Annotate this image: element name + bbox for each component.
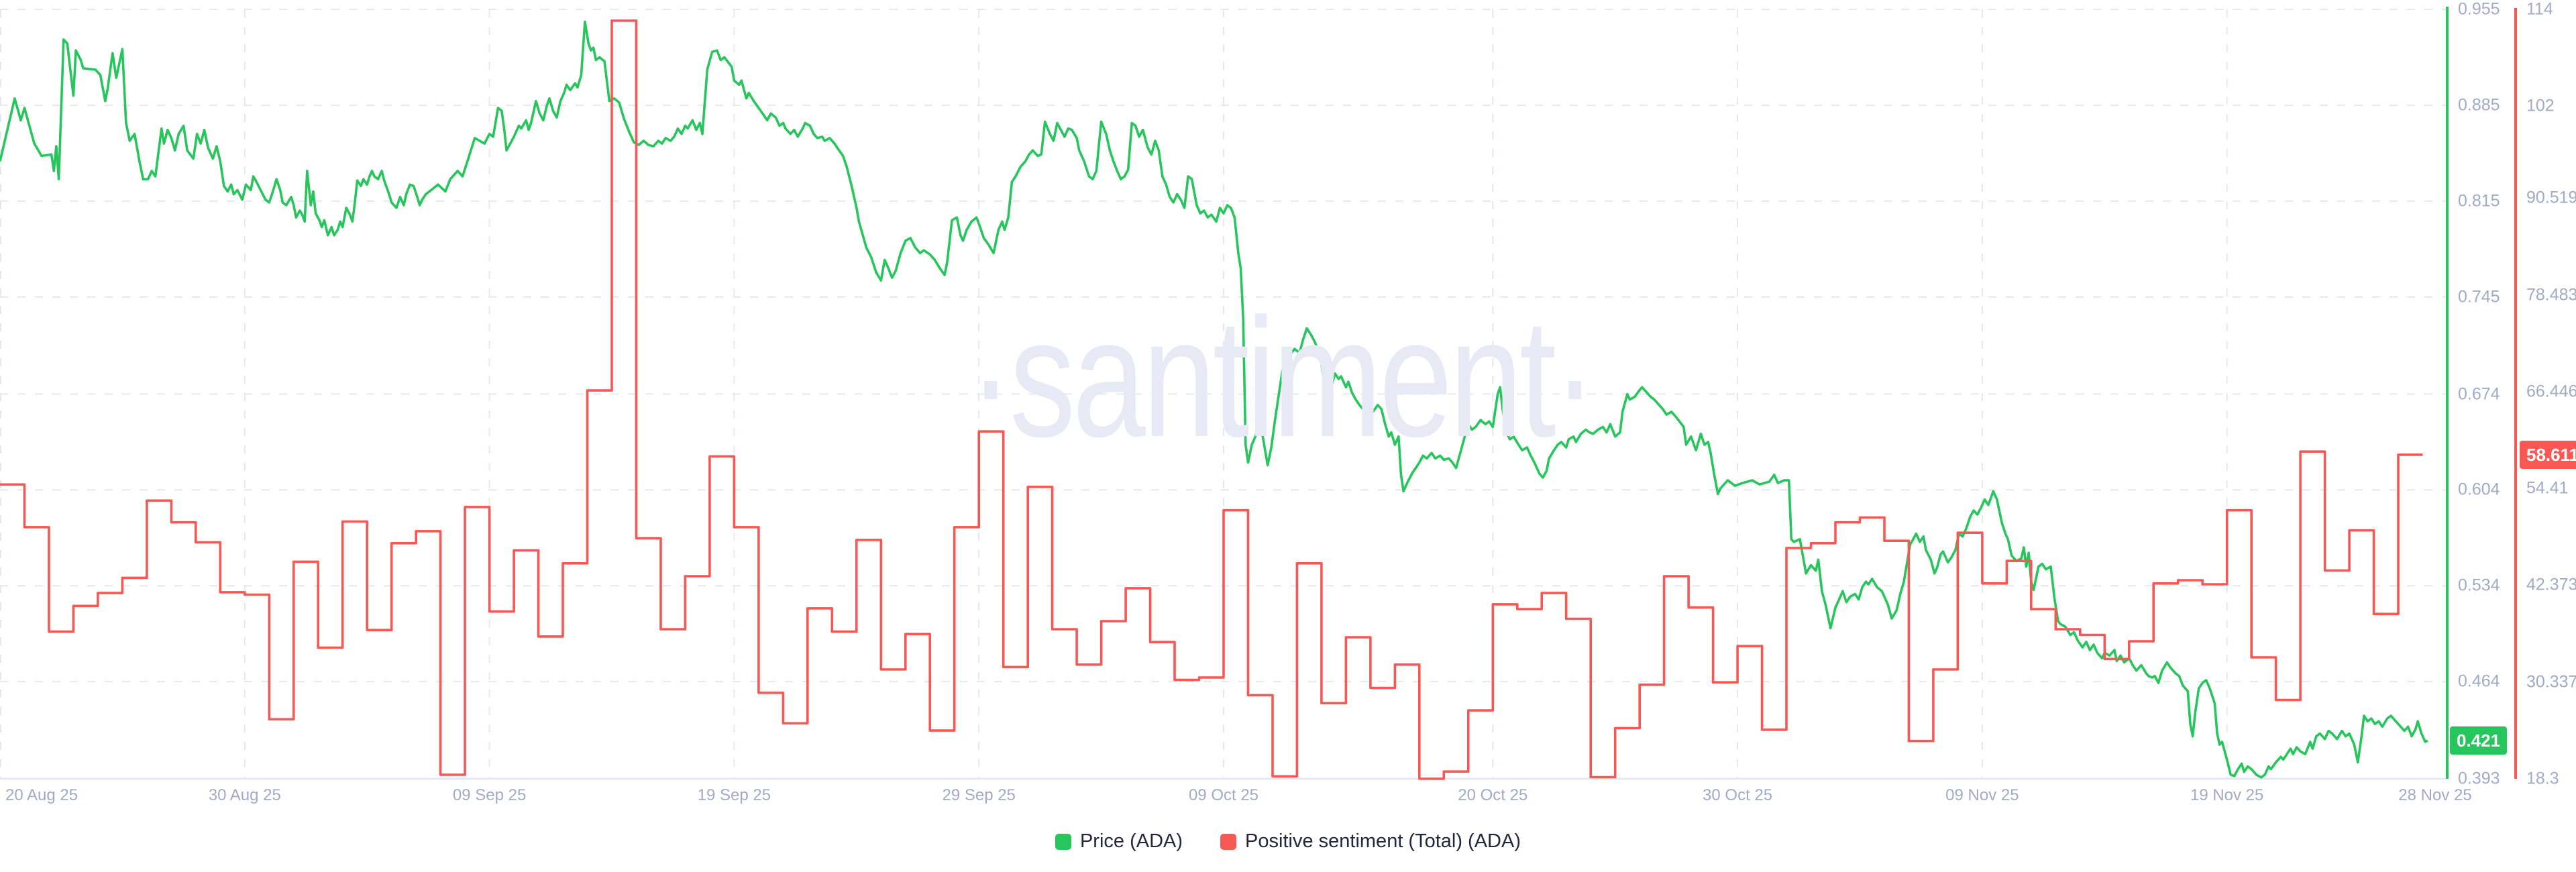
- sentiment-tick-label: 54.41: [2526, 478, 2569, 498]
- price-series-swatch-icon: [1055, 833, 1071, 850]
- date-tick-label: 19 Sep 25: [697, 786, 771, 804]
- price-tick-label: 0.745: [2458, 287, 2500, 307]
- price-tick-label: 0.534: [2458, 576, 2500, 595]
- legend-item-sentiment[interactable]: Positive sentiment (Total) (ADA): [1220, 830, 1521, 853]
- price-line-series[interactable]: [0, 20, 2428, 779]
- legend-item-price[interactable]: Price (ADA): [1055, 830, 1183, 853]
- date-tick-label: 09 Oct 25: [1188, 786, 1259, 804]
- date-tick-label: 20 Oct 25: [1458, 786, 1528, 804]
- sentiment-series-swatch-icon: [1220, 833, 1237, 850]
- date-tick-label: 09 Sep 25: [452, 786, 527, 804]
- sentiment-tick-label: 18.3: [2526, 769, 2559, 788]
- sentiment-tick-label: 66.446: [2526, 382, 2576, 401]
- price-tick-label: 0.604: [2458, 480, 2500, 499]
- date-tick-label: 28 Nov 25: [2398, 786, 2472, 804]
- price-tick-label: 0.815: [2458, 191, 2500, 211]
- sentiment-tick-label: 78.483: [2526, 285, 2576, 305]
- price-current-value-badge: 0.421: [2450, 726, 2508, 755]
- date-tick-label: 20 Aug 25: [5, 786, 78, 804]
- price-tick-label: 0.464: [2458, 671, 2500, 691]
- date-tick-label: 19 Nov 25: [2190, 786, 2264, 804]
- sentiment-series-label: Positive sentiment (Total) (ADA): [1245, 830, 1521, 852]
- price-tick-label: 0.955: [2458, 0, 2500, 19]
- price-tick-label: 0.885: [2458, 95, 2500, 115]
- sentiment-current-value-badge: 58.611: [2520, 440, 2576, 469]
- sentiment-tick-label: 42.373: [2526, 575, 2576, 594]
- sentiment-tick-label: 90.519: [2526, 188, 2576, 207]
- sentiment-tick-label: 114: [2526, 0, 2553, 19]
- date-tick-label: 09 Nov 25: [1945, 786, 2019, 804]
- date-tick-label: 30 Oct 25: [1703, 786, 1773, 804]
- sentiment-tick-label: 102: [2526, 96, 2555, 115]
- date-tick-label: 30 Aug 25: [208, 786, 281, 804]
- sentiment-tick-label: 30.337: [2526, 672, 2576, 692]
- sentiment-step-series[interactable]: [0, 19, 2423, 780]
- price-series-label: Price (ADA): [1079, 830, 1183, 852]
- date-tick-label: 29 Sep 25: [942, 786, 1016, 804]
- legend: Price (ADA) Positive sentiment (Total) (…: [0, 830, 2576, 853]
- price-tick-label: 0.393: [2458, 769, 2500, 788]
- price-tick-label: 0.674: [2458, 384, 2500, 403]
